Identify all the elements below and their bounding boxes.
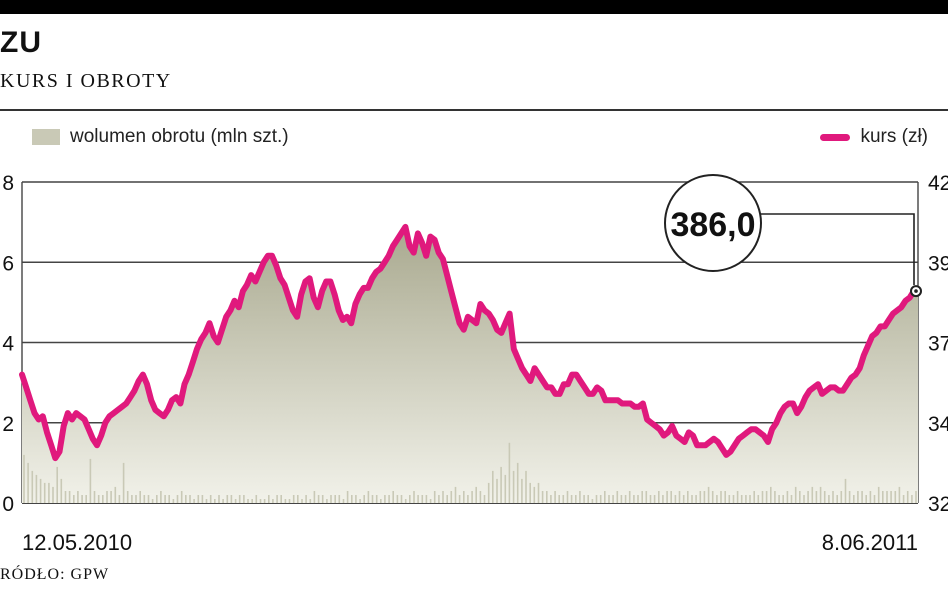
callout-leader [760,213,915,286]
top-bar [0,0,948,14]
legend-volume: wolumen obrotu (mln szt.) [32,126,289,148]
left-tick-label: 2 [2,413,14,436]
legend-volume-label: wolumen obrotu (mln szt.) [70,126,289,147]
price-swatch-icon [820,133,851,141]
callout-value: 386,0 [670,206,755,244]
price-line [19,223,921,462]
legend-price: kurs (zł) [820,126,928,148]
x-start-label: 12.05.2010 [22,530,132,555]
legend-price-label: kurs (zł) [860,126,928,147]
left-tick-label: 6 [2,252,14,275]
left-tick-label: 8 [2,172,14,195]
left-tick-label: 4 [2,333,14,356]
right-tick-label: 32 [928,493,948,516]
source-note: RÓDŁO: GPW [0,566,110,583]
right-tick-label: 34 [928,413,948,436]
last-value-dot [914,289,918,293]
price-area [22,226,918,503]
volume-swatch-icon [32,129,60,145]
x-end-label: 8.06.2011 [822,530,918,555]
right-tick-label: 37 [928,333,948,356]
header-rule [0,109,948,111]
chart-title: ZU [0,26,42,59]
right-tick-label: 39 [928,252,948,275]
callout-circle [664,174,762,272]
chart-subtitle: KURS I OBROTY [0,70,172,92]
right-tick-label: 42 [928,172,948,195]
left-tick-label: 0 [2,493,14,516]
